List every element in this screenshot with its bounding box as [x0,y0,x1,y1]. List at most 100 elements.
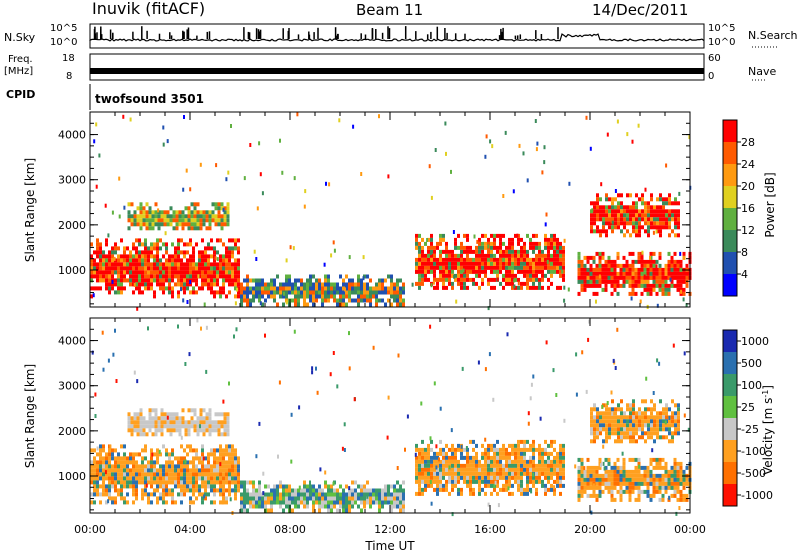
echo-cell [679,267,683,272]
echo-cell [204,496,207,501]
echo-cell [590,407,593,412]
echo-cell [649,287,653,292]
echo-cell [677,217,680,222]
echo-cell [165,250,168,255]
echo-cell [300,290,303,295]
scatter-cell [157,208,160,213]
echo-cell [207,468,210,473]
echo-cell [605,435,608,440]
echo-cell [673,275,677,280]
echo-cell [439,265,442,270]
scatter-cell [229,497,232,502]
echo-cell [596,407,599,412]
echo-cell [638,411,641,416]
echo-cell [653,225,656,230]
echo-cell [655,477,659,482]
echo-cell [599,209,602,214]
echo-cell [481,471,484,476]
echo-cell [529,459,532,464]
scatter-cell [199,162,202,167]
echo-cell [208,432,212,437]
scatter-cell [491,144,494,149]
echo-cell [670,485,674,490]
echo-cell [279,484,282,489]
echo-cell [378,286,381,291]
scatter-cell [94,414,97,418]
echo-cell [508,269,511,274]
echo-cell [139,428,143,433]
echo-cell [626,407,629,412]
echo-cell [220,226,224,231]
echo-cell [351,286,354,291]
echo-cell [610,493,614,498]
colorbar-swatch [723,208,737,230]
echo-cell [607,489,611,494]
echo-cell [174,472,177,477]
echo-cell [472,475,475,480]
echo-cell [187,206,191,211]
echo-cell [327,492,330,497]
echo-cell [595,465,599,470]
echo-cell [445,277,448,282]
echo-cell [147,254,150,259]
echo-cell [216,456,219,461]
echo-cell [598,481,602,486]
echo-cell [390,282,393,287]
echo-cell [659,193,662,198]
echo-cell [676,481,680,486]
scatter-cell [332,240,335,245]
echo-cell [665,403,668,408]
echo-cell [475,475,478,480]
scatter-cell [189,280,192,284]
echo-cell [635,209,638,214]
echo-cell [532,245,535,250]
echo-cell [390,286,393,291]
echo-cell [631,263,635,268]
echo-cell [136,214,140,219]
scatter-cell [338,118,341,123]
echo-cell [676,279,680,284]
echo-cell [496,265,499,270]
echo-cell [679,263,683,268]
echo-cell [222,452,225,457]
echo-cell [168,266,171,271]
echo-cell [99,254,102,259]
echo-cell [499,249,502,254]
echo-cell [520,455,523,460]
scatter-cell [669,277,672,282]
echo-cell [430,447,433,452]
echo-cell [481,443,484,448]
echo-cell [586,255,590,260]
echo-cell [637,283,641,288]
echo-cell [478,257,481,262]
echo-cell [460,257,463,262]
echo-cell [634,283,638,288]
cpid-label: CPID [6,88,36,101]
echo-cell [102,278,105,283]
echo-cell [144,448,147,453]
echo-cell [360,278,363,283]
echo-cell [222,488,225,493]
echo-cell [682,469,686,474]
echo-cell [553,467,556,472]
echo-cell [514,253,517,258]
echo-cell [638,209,641,214]
echo-cell [324,496,327,501]
echo-cell [421,277,424,282]
echo-cell [550,451,553,456]
echo-cell [171,464,174,469]
echo-cell [662,213,665,218]
echo-cell [357,290,360,295]
echo-cell [466,249,469,254]
echo-cell [665,213,668,218]
echo-cell [682,291,686,296]
echo-cell [553,245,556,250]
scatter-cell [102,367,105,372]
scatter-cell [136,379,139,384]
scatter-cell [455,299,458,304]
echo-cell [617,205,620,210]
echo-cell [556,249,559,254]
echo-cell [496,249,499,254]
echo-cell [246,488,249,493]
echo-cell [165,480,168,485]
